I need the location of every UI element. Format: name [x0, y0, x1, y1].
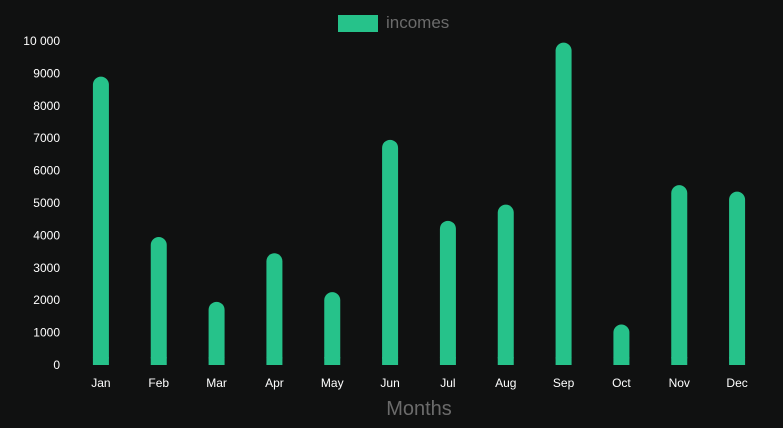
x-tick-label: Jan	[91, 376, 110, 390]
bar-base-jul	[439, 357, 456, 365]
legend[interactable]: incomes	[338, 13, 449, 32]
y-tick-label: 5000	[33, 196, 60, 210]
x-tick-label: Sep	[553, 376, 575, 390]
y-tick-label: 6000	[33, 164, 60, 178]
bar-mar[interactable]	[208, 301, 225, 365]
x-axis: Jan Feb Mar Apr May Jun Jul Aug Sep Oct Nov Dec	[91, 376, 748, 390]
y-tick-label: 7000	[33, 131, 60, 145]
bar-base-dec	[729, 357, 746, 365]
bar-base-nov	[671, 357, 688, 365]
y-tick-label: 8000	[33, 99, 60, 113]
y-axis: 0 1000 2000 3000 4000 5000 6000 7000 8000 9000 10 …	[23, 34, 60, 372]
x-tick-label: Nov	[669, 376, 690, 390]
x-tick-label: Jun	[380, 376, 399, 390]
legend-label-incomes: incomes	[386, 13, 449, 32]
x-axis-title: Months	[386, 398, 452, 420]
bar-sep[interactable]	[555, 42, 572, 366]
bar-base-oct	[613, 357, 630, 365]
y-tick-label: 2000	[33, 293, 60, 307]
y-tick-label: 3000	[33, 261, 60, 275]
bar-jun[interactable]	[382, 139, 399, 365]
bar-dec[interactable]	[729, 191, 746, 365]
x-tick-label: Jul	[440, 376, 455, 390]
bar-apr[interactable]	[266, 253, 283, 365]
bar-aug[interactable]	[497, 204, 514, 365]
bar-base-feb	[150, 357, 167, 365]
y-tick-label: 10 000	[23, 34, 60, 48]
y-tick-label: 1000	[33, 326, 60, 340]
x-tick-label: Apr	[265, 376, 284, 390]
legend-swatch	[338, 15, 378, 32]
bar-feb[interactable]	[150, 237, 167, 365]
bar-base-jan	[92, 357, 109, 365]
bar-base-mar	[208, 357, 225, 365]
x-tick-label: Feb	[148, 376, 169, 390]
bar-jan[interactable]	[92, 76, 109, 365]
bar-oct[interactable]	[613, 324, 630, 366]
bars-group	[92, 42, 746, 366]
bar-base-may	[324, 357, 341, 365]
y-tick-label: 0	[53, 358, 60, 372]
x-tick-label: Dec	[726, 376, 747, 390]
x-tick-label: Aug	[495, 376, 516, 390]
bar-base-aug	[497, 357, 514, 365]
bar-may[interactable]	[324, 292, 341, 365]
bar-jul[interactable]	[439, 220, 456, 365]
bar-base-sep	[555, 357, 572, 365]
y-tick-label: 4000	[33, 228, 60, 242]
bar-base-apr	[266, 357, 283, 365]
x-tick-label: May	[321, 376, 344, 390]
x-tick-label: Mar	[206, 376, 227, 390]
bar-nov[interactable]	[671, 185, 688, 365]
bar-base-jun	[382, 357, 399, 365]
x-tick-label: Oct	[612, 376, 631, 390]
y-tick-label: 9000	[33, 66, 60, 80]
